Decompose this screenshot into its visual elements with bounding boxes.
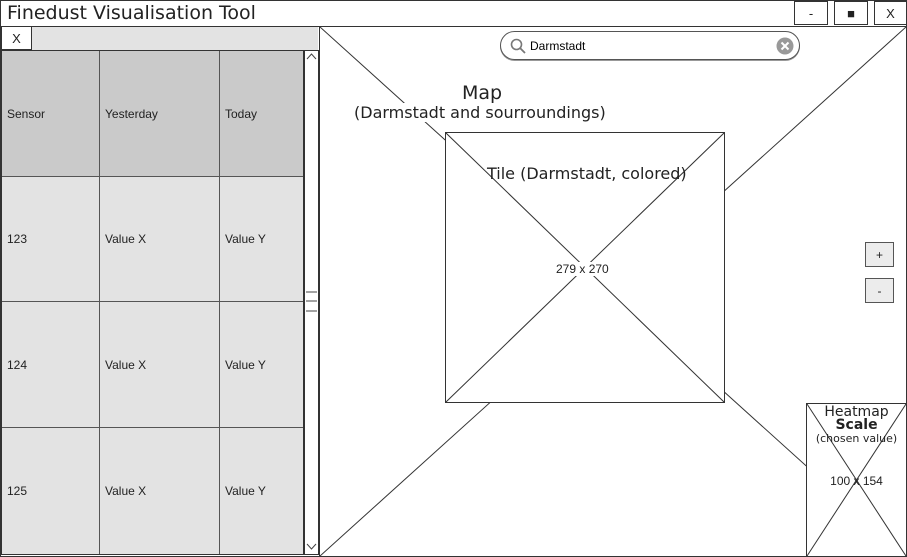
table-cell-sensor: 124 [2,302,100,428]
heatmap-title: Heatmap [824,404,889,420]
heatmap-scale [806,403,907,557]
search-icon [510,38,526,54]
app-title: Finedust Visualisation Tool [7,2,256,24]
panel-close-button[interactable]: X [1,26,32,50]
zoom-in-button[interactable]: + [865,242,894,267]
heatmap-dimensions: 100 x 154 [830,474,883,488]
heatmap-subtitle: (chosen value) [815,432,898,445]
header-sensor[interactable]: Sensor [2,51,100,177]
search-box[interactable] [500,31,800,60]
table-cell-yesterday: Value X [100,302,220,428]
table-cell-sensor: 123 [2,177,100,302]
search-input[interactable] [530,37,770,55]
sensor-table: Sensor Yesterday Today 123 Value X Value… [1,50,304,555]
table-cell-yesterday: Value X [100,428,220,554]
header-yesterday[interactable]: Yesterday [100,51,220,177]
tile-dimensions: 279 x 270 [556,262,609,276]
header-today[interactable]: Today [220,51,303,177]
heatmap-title-scale: Scale [835,417,878,433]
table-cell-yesterday: Value X [100,177,220,302]
heatmap-placeholder-cross [807,404,906,556]
scroll-down-icon [306,543,317,550]
minimize-button[interactable]: - [794,1,828,25]
maximize-button[interactable]: ■ [834,1,868,25]
table-scrollbar[interactable] [304,50,319,555]
zoom-out-button[interactable]: - [865,278,894,303]
table-cell-today: Value Y [220,302,303,428]
map-title: Map [462,82,503,104]
clear-search-icon[interactable] [776,37,794,55]
close-window-button[interactable]: X [874,1,907,25]
scroll-up-icon [306,53,317,60]
table-cell-today: Value Y [220,177,303,302]
map-subtitle: (Darmstadt and sourroundings) [354,103,606,122]
panel-header-strip [32,27,318,50]
tile-title: Tile (Darmstadt, colored) [487,164,687,183]
table-cell-today: Value Y [220,428,303,554]
table-cell-sensor: 125 [2,428,100,554]
